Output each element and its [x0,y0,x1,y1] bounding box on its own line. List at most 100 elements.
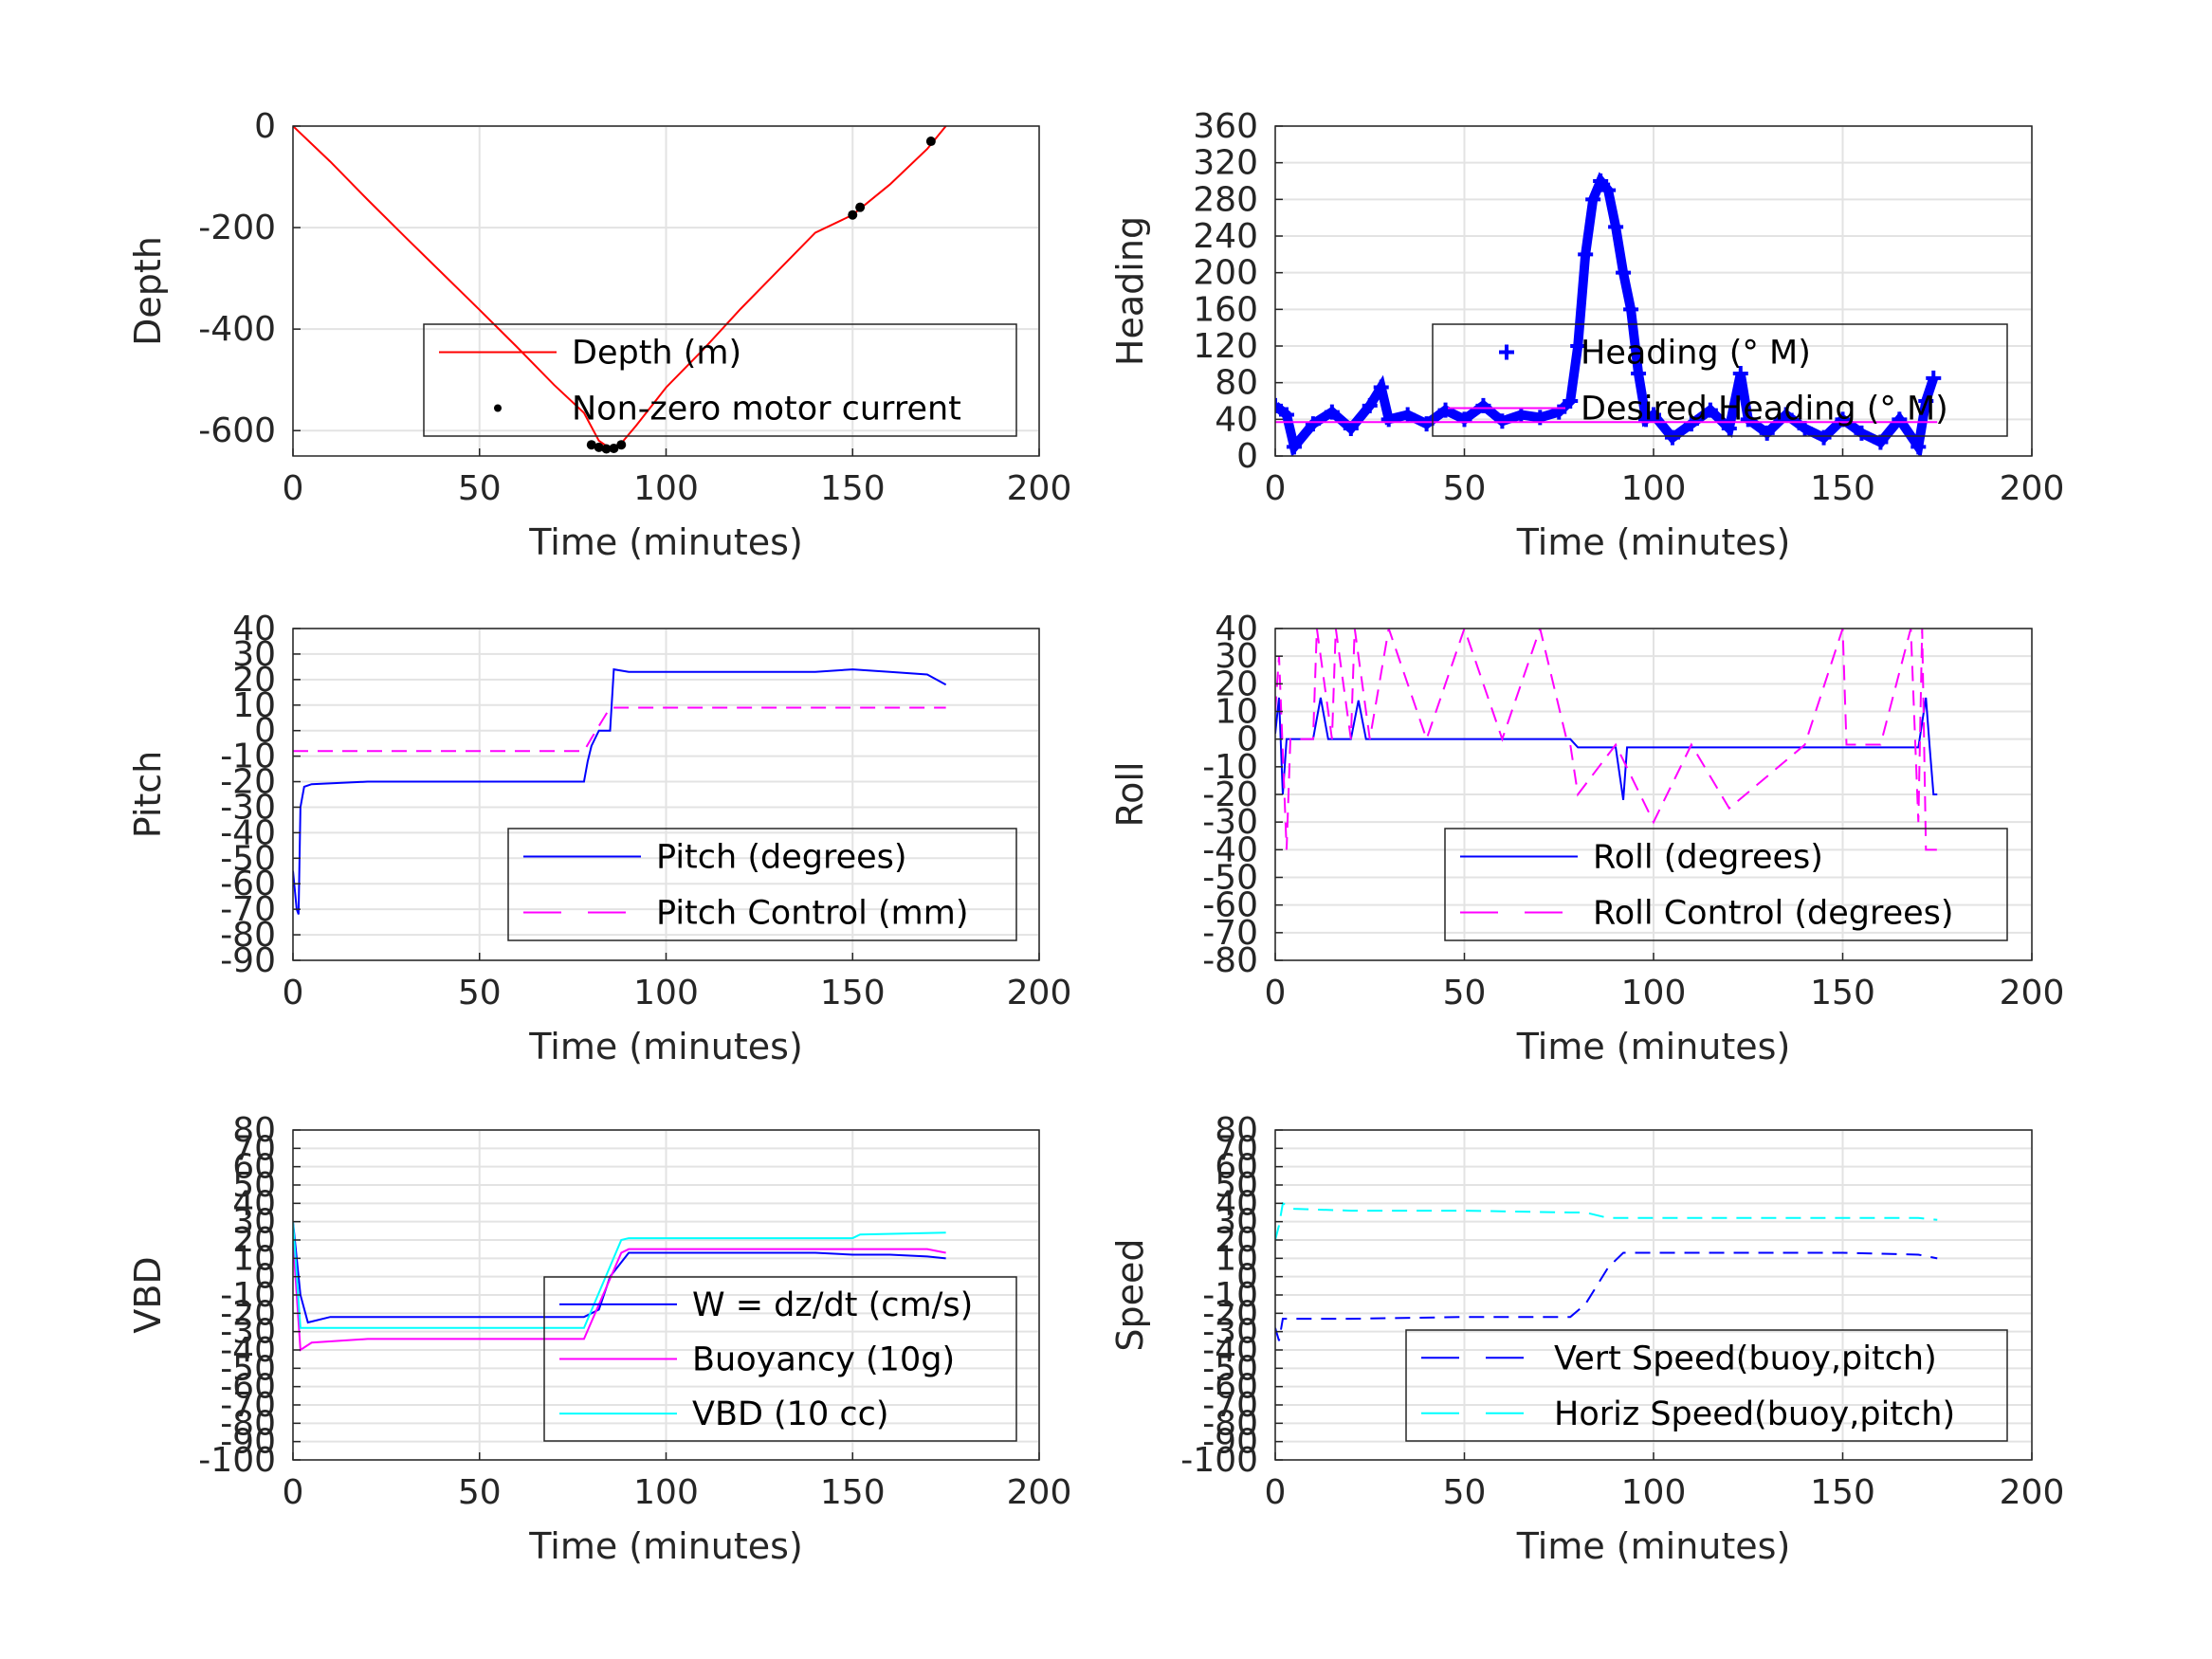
x-tick-label: 100 [1621,974,1687,1012]
x-tick-label: 50 [458,1473,502,1512]
x-tick-label: 50 [1443,1473,1487,1512]
series-line [1275,697,1938,800]
x-tick-label: 200 [2000,1473,2065,1512]
data-point [1623,301,1639,318]
x-tick-label: 150 [1810,469,1875,508]
data-point [1835,411,1851,428]
y-tick-label: 280 [1193,180,1258,219]
x-axis-label: Time (minutes) [528,1525,803,1567]
y-tick-label: -600 [198,411,276,450]
y-tick-label: 0 [254,712,276,751]
y-tick-label: -50 [1202,1349,1258,1388]
data-point [1600,182,1617,198]
data-point [594,442,604,452]
data-point [855,202,866,212]
data-point [1816,429,1832,446]
x-tick-label: 200 [1007,469,1072,508]
data-point [586,440,596,450]
x-axis-label: Time (minutes) [528,1026,803,1067]
x-tick-label: 0 [283,469,304,508]
series-speed-0 [1275,1251,1938,1341]
legend-label: Pitch Control (mm) [656,895,968,933]
data-point [1631,366,1647,381]
y-tick-label: 10 [1215,1239,1258,1278]
data-point [1732,366,1748,381]
y-axis-label: Heading [1109,216,1151,366]
y-tick-label: -80 [220,1404,276,1443]
y-tick-label: 70 [232,1129,276,1168]
y-tick-label: 50 [232,1166,276,1205]
legend: Depth (m) Non-zero motor current [423,323,1017,437]
y-tick-label: 30 [232,1203,276,1242]
x-tick-label: 100 [633,1473,699,1512]
x-tick-label: 50 [458,469,502,508]
chart-speed: 0 50 100 150 200-10080-90-80-70-60-50-40-30-… [1109,1111,2064,1567]
x-tick-label: 0 [1265,1473,1287,1512]
x-tick-label: 200 [2000,974,2065,1012]
data-point [1437,402,1453,418]
x-axis-label: Time (minutes) [1516,1525,1791,1567]
y-tick-label: -70 [220,1386,276,1425]
data-point [1578,246,1594,263]
legend-marker [494,404,502,412]
y-tick-label: -60 [220,1368,276,1407]
y-tick-label: -80 [220,916,276,955]
y-axis-label: Speed [1109,1238,1151,1351]
legend: Heading (° M) Desired Heading (° M) [1432,323,2008,437]
y-axis-label: VBD [127,1256,169,1333]
y-tick-label: 80 [232,1111,276,1150]
y-tick-label: 30 [1215,637,1258,676]
x-tick-label: 0 [283,974,304,1012]
x-tick-label: 200 [1007,1473,1072,1512]
data-point [925,137,936,147]
data-point [609,443,619,453]
chart-heading: 0 50 100 150 20004080120160200240280320360Ti… [1109,107,2064,563]
y-tick-label: -20 [220,1294,276,1333]
data-point [601,444,612,454]
x-tick-label: 50 [458,974,502,1012]
series-line [293,667,947,915]
y-tick-label: 80 [1215,1111,1258,1150]
y-tick-label: 240 [1193,217,1258,256]
data-point [1305,416,1321,432]
data-point [1892,411,1908,428]
y-tick-label: 60 [1215,1148,1258,1187]
y-tick-label: -60 [220,865,276,903]
legend-label: Buoyancy (10g) [692,1341,955,1379]
data-point [1380,411,1397,428]
y-tick-label: -70 [1202,1386,1258,1425]
y-tick-label: -20 [220,763,276,802]
y-axis-label: Pitch [127,751,169,839]
data-point [848,210,858,220]
series-pitch-1 [293,706,946,753]
data-point [1721,421,1737,436]
legend-box [1432,323,2008,437]
y-tick-label: 20 [232,661,276,700]
data-point [1854,425,1870,441]
y-tick-label: 10 [232,1239,276,1278]
y-tick-label: -400 [198,310,276,349]
y-tick-label: -100 [1180,1441,1258,1480]
legend-box [1444,828,2008,941]
y-tick-label: -70 [1202,914,1258,953]
data-point [1585,191,1601,208]
series-line [1275,1251,1938,1341]
series-line [293,706,946,753]
legend-label: Vert Speed(buoy,pitch) [1554,1340,1937,1377]
series-line [293,1221,946,1329]
y-tick-label: 10 [232,686,276,725]
legend-label: Pitch (degrees) [656,839,907,877]
legend: Pitch (degrees) Pitch Control (mm) [507,828,1017,941]
chart-depth: 0 50 100 150 200 0 -200 -400 -600 Time (minutes) D… [127,107,1071,563]
x-axis-label: Time (minutes) [1516,1026,1791,1067]
data-point [1343,421,1359,436]
legend: Vert Speed(buoy,pitch) Horiz Speed(buoy,p… [1405,1329,2008,1442]
data-point [1926,370,1942,386]
x-tick-label: 150 [820,974,886,1012]
y-axis-label: Depth [127,236,169,346]
y-tick-label: 30 [232,635,276,674]
y-tick-label: 30 [1215,1203,1258,1242]
data-point [1683,416,1699,432]
y-tick-label: -10 [220,1276,276,1315]
